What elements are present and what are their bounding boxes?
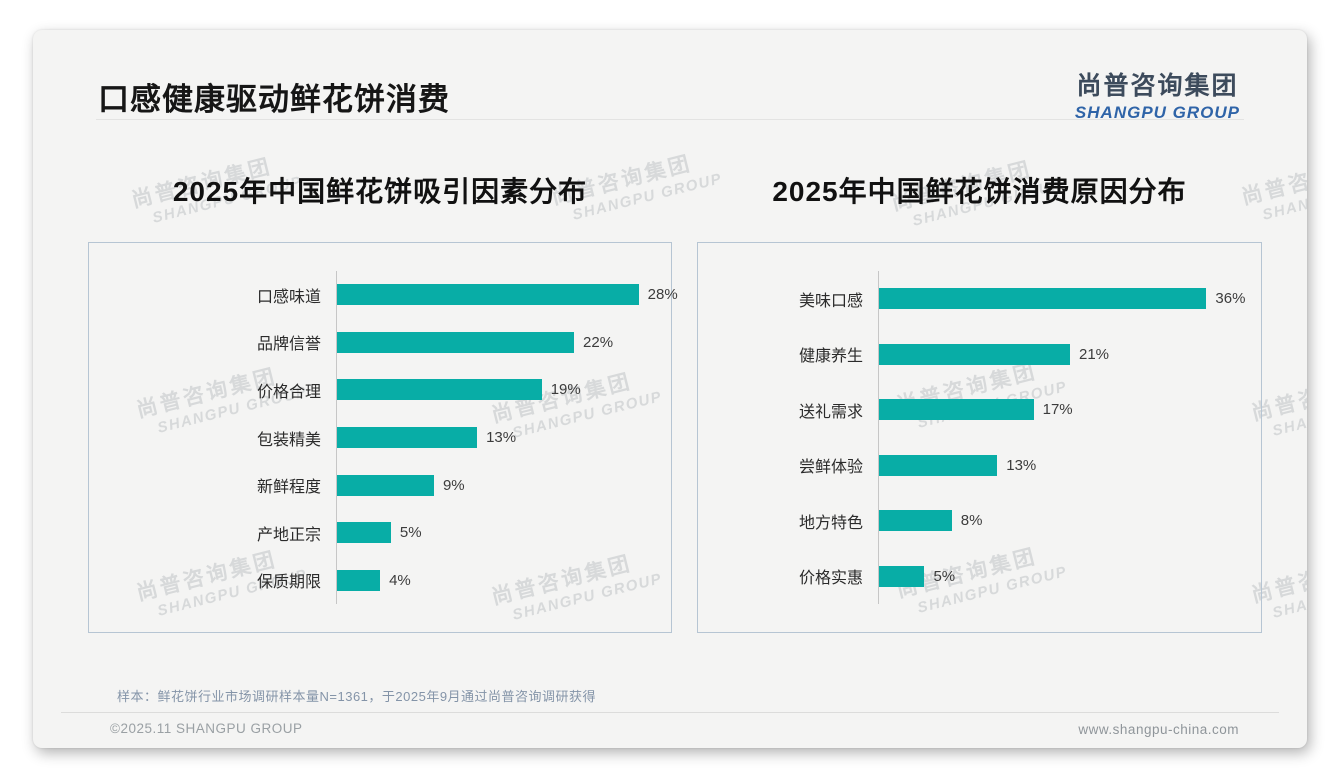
footer-copyright: ©2025.11 SHANGPU GROUP [110,721,303,736]
bar-row: 健康养生 21% [698,326,1261,382]
logo-text-en: SHANGPU GROUP [1074,103,1240,122]
category-label: 健康养生 [798,348,863,366]
bar-row: 包装精美 13% [89,413,671,462]
chart-title-attraction: 2025年中国鲜花饼吸引因素分布 [172,176,588,207]
bar-track: 17% [878,382,1261,438]
bar [879,565,925,587]
bar-row: 新鲜程度 9% [89,461,671,509]
value-label: 19% [550,381,581,399]
footer-website: www.shangpu-china.com [1078,722,1239,737]
shangpu-logo: 尚普咨询集团 SHANGPU GROUP [1075,66,1240,123]
bar-row: 美味口感 36% [698,271,1261,327]
category-label: 产地正宗 [256,526,321,544]
bar-track: 13% [336,413,671,462]
value-label: 22% [583,333,614,351]
category-label: 尝鲜体验 [798,459,863,477]
category-label: 地方特色 [798,514,863,532]
chart-panel-consumption: 美味口感 36% 健康养生 21% 送礼需求 17% 尝鲜体验 13% 地方特色 8% 价格实惠 5% [697,242,1262,633]
category-label: 品牌信誉 [256,336,321,354]
bar-track: 8% [878,493,1261,549]
bar-row: 尝鲜体验 13% [698,437,1261,493]
value-label: 17% [1042,401,1073,419]
bar [879,399,1034,421]
bar-row: 口感味道 28% [89,271,678,319]
category-label: 包装精美 [256,431,321,449]
bar-track: 5% [336,508,671,557]
bar [337,474,434,496]
bar [879,454,998,476]
value-label: 5% [933,567,956,585]
category-label: 保质期限 [256,574,321,592]
sample-note: 样本：鲜花饼行业市场调研样本量N=1361，于2025年9月通过尚普咨询调研获得 [117,689,597,704]
bar-track: 21% [878,326,1261,382]
logo-text-cn: 尚普咨询集团 [1076,72,1239,100]
bar-track: 5% [878,548,1261,604]
category-label: 美味口感 [798,292,863,310]
bar-row: 价格实惠 5% [698,548,1261,604]
bar [337,522,391,544]
bar [337,284,639,306]
category-label: 价格实惠 [798,570,863,588]
bar-track: 28% [336,271,678,319]
value-label: 9% [442,476,465,494]
bar-rows: 口感味道 28% 品牌信誉 22% 价格合理 19% 包装精美 13% 新鲜程度 9% 产地正宗 5%… [89,271,678,605]
bar-row: 价格合理 19% [89,366,671,414]
value-label: 21% [1079,345,1110,363]
bar [337,569,381,591]
bar [879,343,1070,365]
bar-row: 送礼需求 17% [698,382,1261,438]
page-title: 口感健康驱动鲜花饼消费 [98,82,450,117]
bar [337,427,478,449]
value-label: 4% [389,571,411,589]
chart-title-consumption: 2025年中国鲜花饼消费原因分布 [772,176,1187,207]
bar-rows: 美味口感 36% 健康养生 21% 送礼需求 17% 尝鲜体验 13% 地方特色 8% 价格实惠 5% [698,271,1261,604]
bar-row: 产地正宗 5% [89,508,671,557]
value-label: 8% [960,512,983,530]
value-label: 28% [647,286,678,304]
bar-track: 9% [336,461,671,509]
bar [879,510,952,532]
value-label: 13% [486,429,517,447]
category-label: 价格合理 [256,383,321,401]
bar-row: 地方特色 8% [698,493,1261,549]
value-label: 5% [399,524,422,542]
value-label: 13% [1006,456,1037,474]
bar-track: 13% [878,437,1261,493]
category-label: 新鲜程度 [256,479,321,497]
bar-track: 19% [336,366,671,414]
header-divider [96,119,1244,120]
bar [337,331,575,353]
bar-track: 36% [878,271,1261,327]
bar-row: 保质期限 4% [89,556,671,605]
category-label: 口感味道 [256,288,321,306]
bar-row: 品牌信誉 22% [89,318,671,367]
bar-track: 22% [336,318,671,367]
footer-divider [61,712,1279,713]
bar-track: 4% [336,556,671,605]
bar [879,288,1207,310]
report-slide: 尚普咨询集团 SHANGPU GROUP 尚普咨询集团 SHANGPU GROUP 尚普… [33,30,1307,748]
value-label: 36% [1215,290,1246,308]
category-label: 送礼需求 [798,403,863,421]
bar [337,379,542,401]
chart-panel-attraction: 口感味道 28% 品牌信誉 22% 价格合理 19% 包装精美 13% 新鲜程度 9% 产地正宗 5%… [88,242,678,633]
